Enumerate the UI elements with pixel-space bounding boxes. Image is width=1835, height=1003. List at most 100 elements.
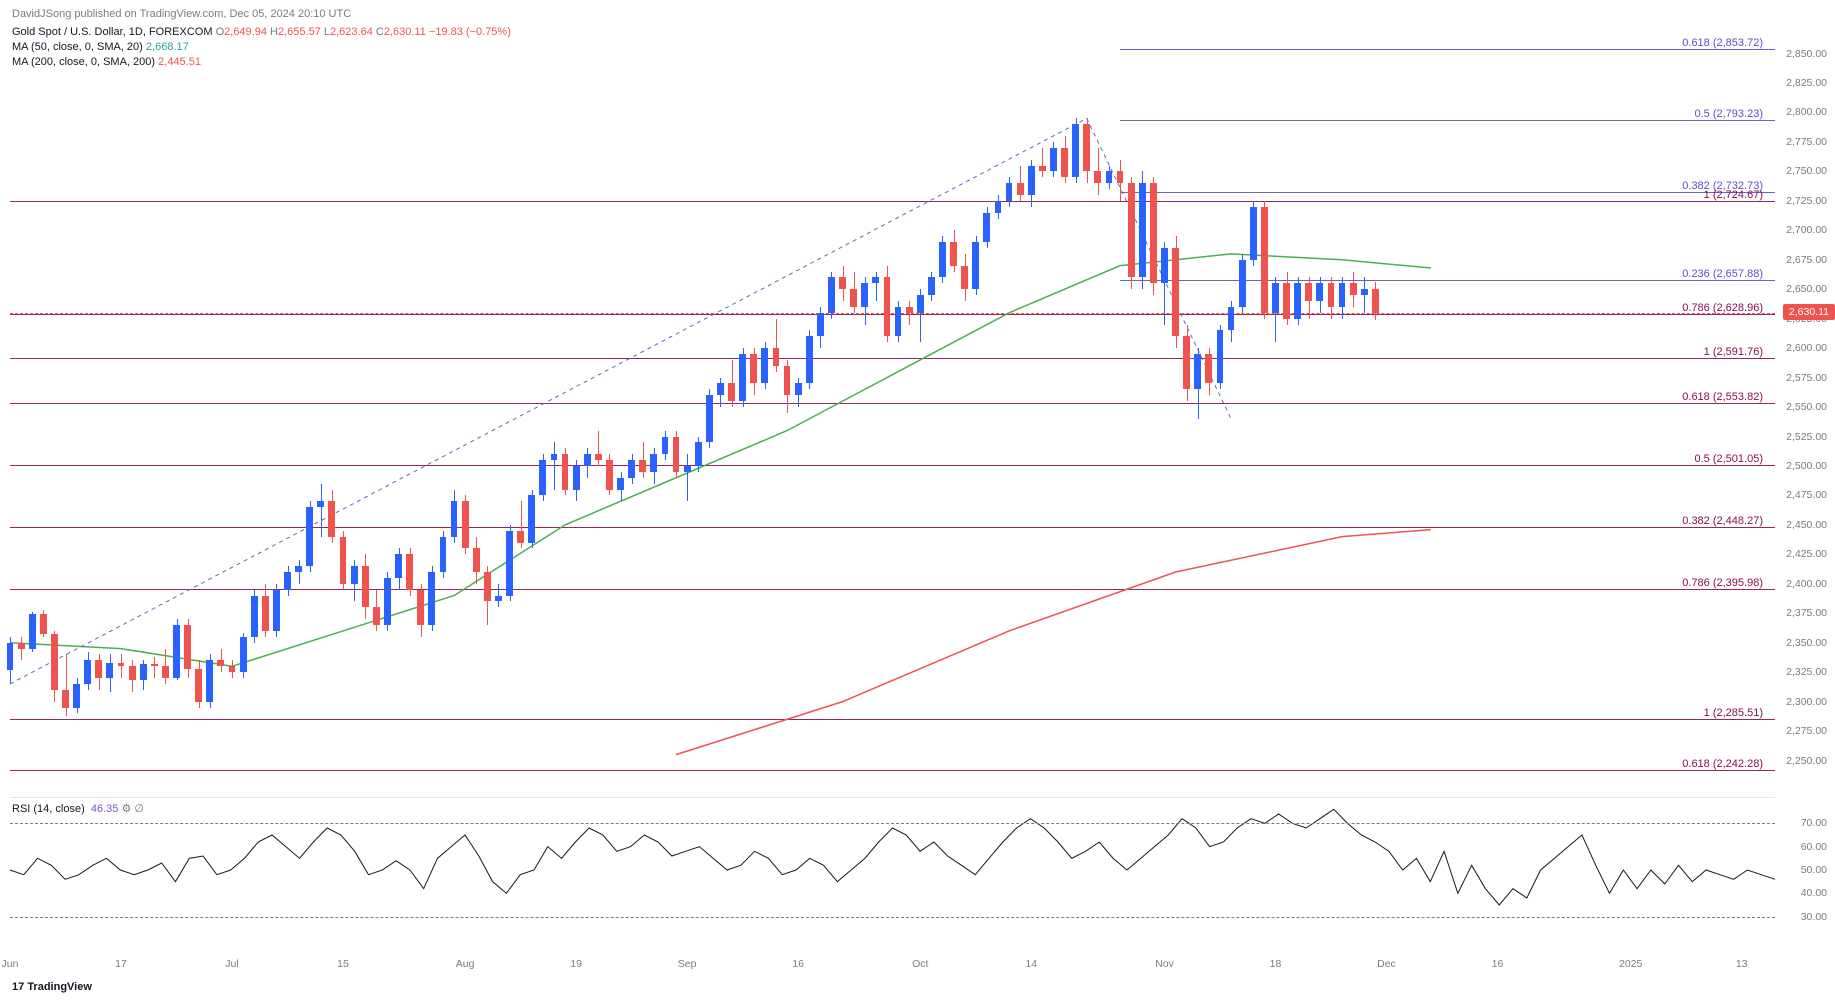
candle-body [617, 478, 624, 490]
candle-body [295, 566, 302, 572]
candle-body [950, 242, 957, 266]
candle-body [473, 548, 480, 572]
candle-body [684, 466, 691, 472]
candle-body [517, 531, 524, 543]
candle-body [195, 669, 202, 702]
candle-body [1205, 354, 1212, 383]
settings-icon[interactable]: ⚙ [121, 803, 131, 815]
candle-body [1172, 248, 1179, 336]
candle-body [639, 460, 646, 472]
overlay-svg [0, 0, 1835, 1003]
time-axis-tick: 15 [337, 958, 349, 1003]
candle-body [1017, 183, 1024, 195]
candle-body [1272, 283, 1279, 312]
candle-body [262, 596, 269, 631]
candle-body [706, 395, 713, 442]
rsi-value: 46.35 [91, 803, 119, 815]
candle-body [1117, 171, 1124, 183]
time-axis-tick: 13 [1736, 958, 1748, 1003]
chart-root: DavidJSong published on TradingView.com,… [0, 0, 1835, 1003]
fib-line [10, 358, 1775, 359]
ma50-line: MA (50, close, 0, SMA, 20) 2,668.17 [12, 41, 189, 53]
candle-body [1183, 336, 1190, 389]
candle-body [906, 307, 913, 313]
price-axis-tick: 2,675.00 [1786, 254, 1827, 266]
candle-body [1150, 183, 1157, 283]
candle-body [395, 554, 402, 578]
ohlc-o-label: O [216, 26, 225, 38]
candle-wick [21, 637, 22, 661]
ohlc-h-label: H [270, 26, 278, 38]
candle-body [106, 663, 113, 678]
price-axis-tick: 2,650.00 [1786, 283, 1827, 295]
candle-body [328, 501, 335, 536]
candle-body [229, 666, 236, 672]
price-axis-tick: 2,300.00 [1786, 696, 1827, 708]
time-axis-tick: 18 [1270, 958, 1282, 1003]
candle-body [440, 537, 447, 572]
rsi-legend: RSI (14, close) 46.35 ⚙ ∅ [12, 802, 144, 815]
fib-line [10, 314, 1775, 315]
fib-label: 0.236 (2,657.88) [1682, 268, 1763, 280]
candle-body [162, 666, 169, 678]
fib-label: 0.5 (2,501.05) [1695, 453, 1764, 465]
candle-wick [1364, 277, 1365, 312]
ohlc-o: 2,649.94 [224, 26, 267, 38]
candle-body [1283, 283, 1290, 318]
candle-body [817, 313, 824, 337]
fib-label: 0.618 (2,553.82) [1682, 391, 1763, 403]
candle-body [1361, 289, 1368, 295]
candle-body [606, 460, 613, 489]
price-axis-tick: 2,400.00 [1786, 578, 1827, 590]
time-axis-tick: Oct [912, 958, 928, 1003]
candle-body [806, 336, 813, 383]
candle-body [484, 572, 491, 601]
footer-logo: 17 TradingView [12, 981, 92, 993]
visibility-icon[interactable]: ∅ [134, 803, 144, 815]
candle-body [1106, 171, 1113, 183]
fib-label: 0.618 (2,853.72) [1682, 37, 1763, 49]
ma200-label: MA (200, close, 0, SMA, 200) [12, 56, 155, 68]
candle-body [1139, 183, 1146, 277]
candle-wick [154, 657, 155, 678]
candle-body [662, 437, 669, 455]
candle-body [1083, 124, 1090, 171]
candle-body [1072, 124, 1079, 177]
candle-body [317, 501, 324, 507]
candle-body [1261, 207, 1268, 313]
candle-body [1328, 283, 1335, 307]
time-axis-tick: Nov [1155, 958, 1174, 1003]
time-axis-tick: 14 [1025, 958, 1037, 1003]
candle-body [273, 590, 280, 631]
candle-body [362, 566, 369, 607]
candle-body [1006, 183, 1013, 201]
price-axis-tick: 2,250.00 [1786, 755, 1827, 767]
candle-body [428, 572, 435, 625]
candle-body [1194, 354, 1201, 389]
candle-body [206, 660, 213, 701]
candle-body [7, 643, 14, 670]
candle-body [451, 501, 458, 536]
time-axis-tick: 17 [115, 958, 127, 1003]
ma200-value: 2,445.51 [158, 56, 201, 68]
time-axis-tick: 16 [1492, 958, 1504, 1003]
price-axis-tick: 2,425.00 [1786, 548, 1827, 560]
publisher-line: DavidJSong published on TradingView.com,… [12, 8, 351, 20]
candle-wick [554, 442, 555, 489]
price-axis-tick: 2,275.00 [1786, 725, 1827, 737]
candle-body [184, 625, 191, 669]
candle-body [129, 666, 136, 680]
candle-body [695, 442, 702, 466]
fib-line [10, 770, 1775, 771]
candle-body [373, 607, 380, 625]
candle-body [140, 664, 147, 680]
candle-body [595, 454, 602, 460]
rsi-axis-tick: 40.00 [1801, 887, 1827, 899]
candle-body [217, 660, 224, 666]
price-axis-tick: 2,350.00 [1786, 637, 1827, 649]
candle-body [1094, 171, 1101, 183]
ma50-value: 2,668.17 [146, 41, 189, 53]
candle-body [51, 634, 58, 689]
fib-line [10, 719, 1775, 720]
price-axis-tick: 2,850.00 [1786, 48, 1827, 60]
